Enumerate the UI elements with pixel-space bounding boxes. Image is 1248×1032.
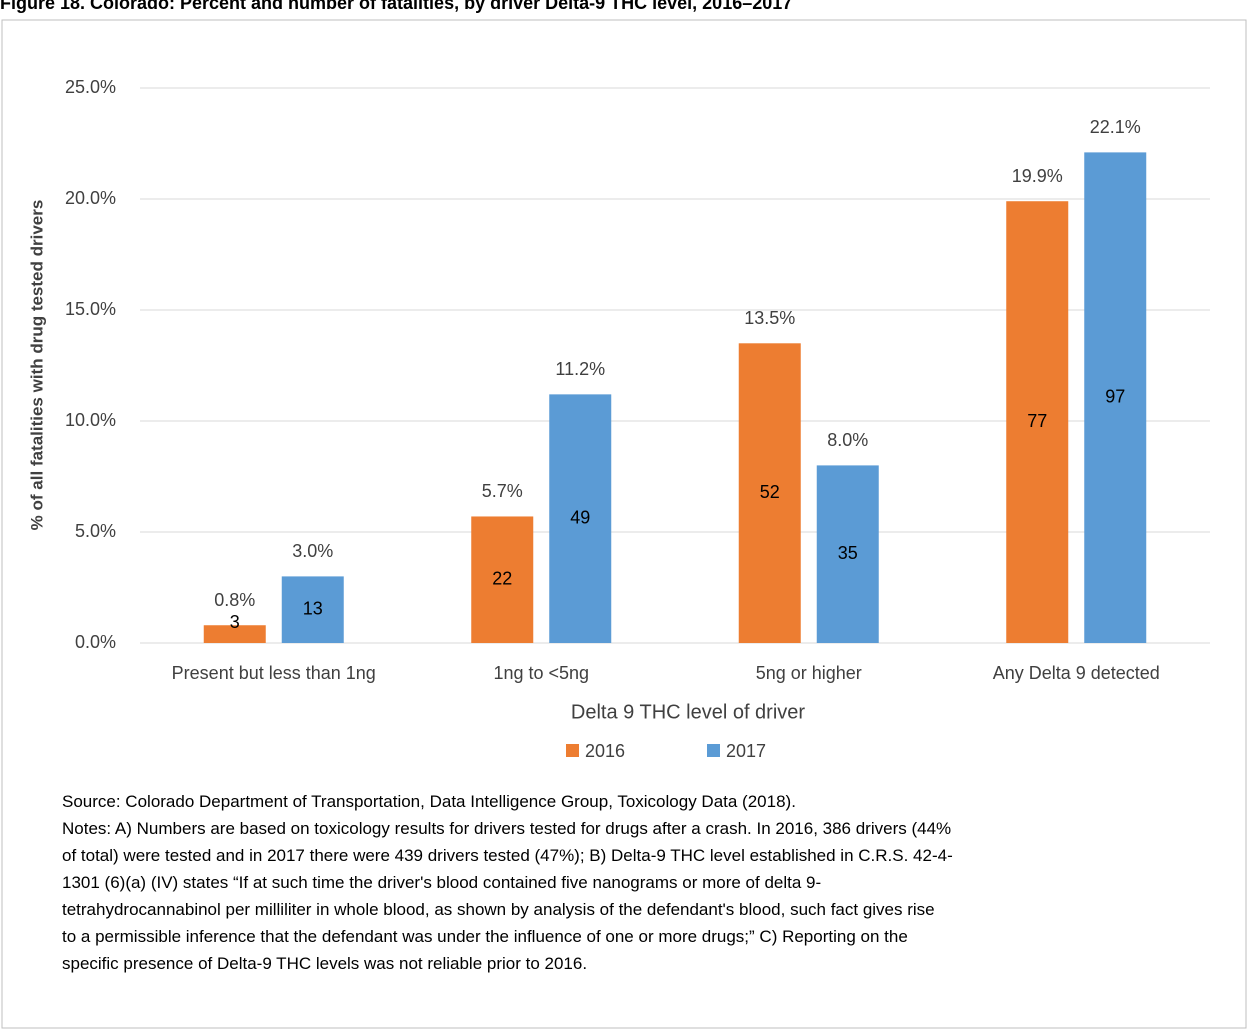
- legend-swatch: [566, 744, 579, 757]
- legend-swatch: [707, 744, 720, 757]
- note-line: Notes: A) Numbers are based on toxicolog…: [62, 819, 952, 838]
- note-line: 1301 (6)(a) (IV) states “If at such time…: [62, 873, 822, 892]
- bar: [1006, 201, 1069, 643]
- note-line: specific presence of Delta-9 THC levels …: [62, 954, 588, 973]
- value-label: 0.8%: [214, 590, 255, 610]
- bar: [203, 625, 266, 643]
- notes: Source: Colorado Department of Transport…: [62, 788, 1212, 977]
- count-label: 13: [303, 598, 323, 618]
- x-tick-label: Present but less than 1ng: [172, 663, 376, 683]
- bar: [738, 343, 801, 643]
- value-label: 22.1%: [1090, 117, 1141, 137]
- y-tick-label: 10.0%: [65, 410, 116, 430]
- count-label: 3: [230, 612, 240, 632]
- value-label: 19.9%: [1012, 166, 1063, 186]
- bar: [1084, 152, 1147, 643]
- count-label: 35: [838, 543, 858, 563]
- value-label: 13.5%: [744, 308, 795, 328]
- y-tick-label: 15.0%: [65, 299, 116, 319]
- note-line: to a permissible inference that the defe…: [62, 927, 908, 946]
- y-axis-title: % of all fatalities with drug tested dri…: [27, 200, 46, 531]
- source-note: Source: Colorado Department of Transport…: [62, 792, 796, 811]
- bar: [471, 516, 534, 643]
- value-label: 11.2%: [555, 359, 605, 379]
- value-label: 5.7%: [482, 481, 523, 501]
- legend-label: 2017: [726, 741, 766, 761]
- count-label: 22: [492, 568, 512, 588]
- bar: [816, 465, 879, 643]
- y-tick-label: 0.0%: [75, 632, 116, 652]
- y-tick-label: 20.0%: [65, 188, 116, 208]
- bar: [549, 394, 612, 643]
- x-tick-label: 1ng to <5ng: [493, 663, 589, 683]
- chart-frame: [1, 19, 1247, 1029]
- count-label: 77: [1027, 411, 1047, 431]
- count-label: 52: [760, 482, 780, 502]
- x-tick-label: Any Delta 9 detected: [993, 663, 1160, 683]
- chart-title: Figure 18. Colorado: Percent and number …: [0, 0, 792, 13]
- value-label: 3.0%: [292, 541, 333, 561]
- count-label: 97: [1105, 386, 1125, 406]
- note-line: of total) were tested and in 2017 there …: [62, 846, 953, 865]
- note-line: tetrahydrocannabinol per milliliter in w…: [62, 900, 935, 919]
- value-label: 8.0%: [827, 430, 868, 450]
- legend-label: 2016: [585, 741, 625, 761]
- x-axis-title: Delta 9 THC level of driver: [571, 701, 806, 723]
- x-tick-label: 5ng or higher: [756, 663, 862, 683]
- y-tick-label: 25.0%: [65, 77, 116, 97]
- y-tick-label: 5.0%: [75, 521, 116, 541]
- bar: [281, 576, 344, 643]
- count-label: 49: [570, 507, 590, 527]
